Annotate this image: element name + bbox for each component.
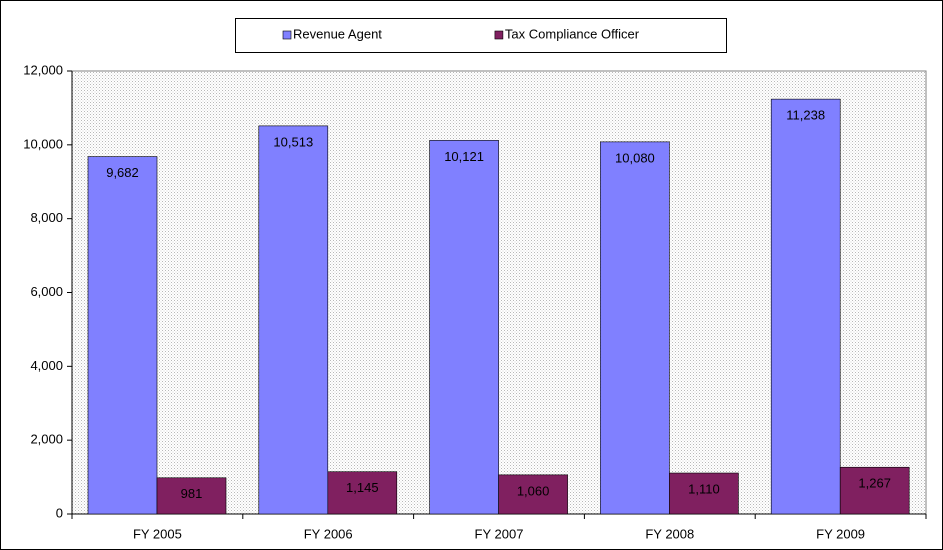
value-label: 10,513 <box>273 134 313 149</box>
bar <box>87 156 158 515</box>
y-tick-label: 4,000 <box>30 358 63 373</box>
value-label: 11,238 <box>786 108 825 123</box>
value-label: 1,145 <box>346 480 379 495</box>
y-tick-label: 6,000 <box>30 284 63 299</box>
bar <box>770 98 841 515</box>
y-tick-label: 8,000 <box>30 210 63 225</box>
y-tick-label: 2,000 <box>30 432 63 447</box>
bar <box>600 141 670 515</box>
bar <box>498 474 568 515</box>
x-tick-label: FY 2007 <box>475 526 524 541</box>
bar <box>156 477 227 515</box>
legend <box>235 18 727 53</box>
x-tick-label: FY 2008 <box>645 526 694 541</box>
y-tick-label: 0 <box>56 505 63 520</box>
legend-label: Revenue Agent <box>293 26 382 41</box>
y-tick-label: 10,000 <box>23 136 63 151</box>
bar <box>669 472 739 515</box>
x-tick-label: FY 2006 <box>304 526 353 541</box>
bar <box>839 466 910 515</box>
bar <box>258 125 329 515</box>
value-label: 10,121 <box>444 149 484 164</box>
legend-swatch <box>494 30 504 40</box>
x-tick-label: FY 2009 <box>816 526 865 541</box>
value-label: 1,060 <box>517 483 550 498</box>
value-label: 10,080 <box>615 150 655 165</box>
legend-swatch <box>282 30 292 40</box>
bar <box>429 140 499 515</box>
value-label: 981 <box>181 486 203 501</box>
legend-label: Tax Compliance Officer <box>505 26 640 41</box>
value-label: 9,682 <box>106 165 139 180</box>
value-label: 1,110 <box>688 481 720 496</box>
x-tick-label: FY 2005 <box>133 526 182 541</box>
y-tick-label: 12,000 <box>23 62 63 77</box>
value-label: 1,267 <box>858 476 891 491</box>
bar <box>327 471 398 515</box>
